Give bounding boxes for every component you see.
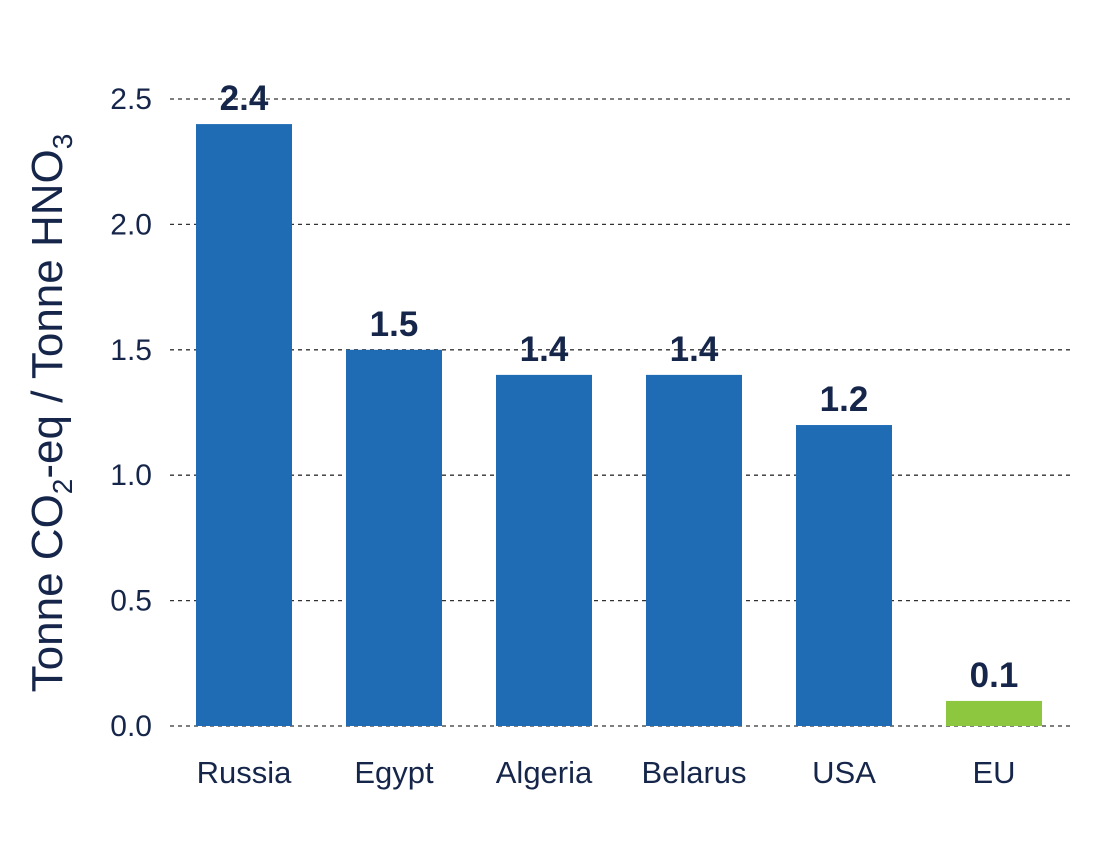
- y-tick-label: 1.5: [110, 334, 152, 367]
- data-label-russia: 2.4: [220, 79, 269, 118]
- x-category-label: EU: [972, 755, 1015, 790]
- bar-algeria: [496, 374, 592, 726]
- y-tick-label: 1.0: [110, 459, 152, 492]
- data-label-egypt: 1.5: [370, 305, 419, 344]
- gridlines: [170, 98, 1070, 727]
- data-label-belarus: 1.4: [670, 330, 719, 369]
- bar-eu: [946, 700, 1042, 726]
- bar-belarus: [646, 374, 742, 726]
- data-label-usa: 1.2: [820, 380, 869, 419]
- y-axis-ticks: 0.0 0.5 1.0 1.5 2.0 2.5: [110, 83, 152, 743]
- data-label-eu: 0.1: [970, 656, 1019, 695]
- y-axis-title-sub2: 3: [47, 134, 78, 150]
- x-axis-categories: Russia Egypt Algeria Belarus USA EU: [197, 755, 1016, 790]
- bars: [196, 124, 1042, 726]
- x-category-label: Russia: [197, 755, 293, 790]
- bar-usa: [796, 425, 892, 726]
- y-tick-label: 0.0: [110, 710, 152, 743]
- y-tick-label: 2.0: [110, 208, 152, 241]
- y-axis-title-part1: Tonne CO: [23, 494, 72, 692]
- value-labels: 2.4 1.5 1.4 1.4 1.2 0.1: [220, 79, 1019, 695]
- y-axis-title-part2: -eq / Tonne HNO: [23, 149, 72, 478]
- y-tick-label: 0.5: [110, 585, 152, 618]
- x-category-label: USA: [812, 755, 876, 790]
- x-category-label: Algeria: [496, 755, 593, 790]
- data-label-algeria: 1.4: [520, 330, 569, 369]
- x-category-label: Belarus: [641, 755, 746, 790]
- x-category-label: Egypt: [354, 755, 434, 790]
- y-tick-label: 2.5: [110, 83, 152, 116]
- bar-russia: [196, 124, 292, 726]
- bar-egypt: [346, 349, 442, 726]
- y-axis-title: Tonne CO2-eq / Tonne HNO3: [23, 134, 78, 693]
- y-axis-title-sub1: 2: [47, 479, 78, 495]
